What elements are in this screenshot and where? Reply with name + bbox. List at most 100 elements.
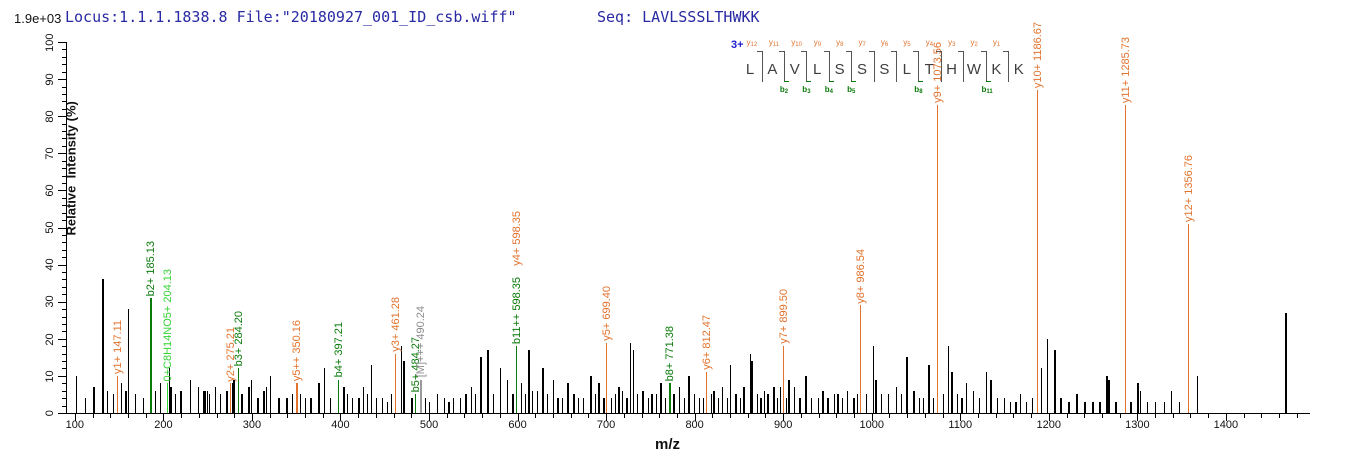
b-ion-hook (806, 81, 812, 82)
peak (512, 394, 514, 413)
peak (810, 398, 813, 413)
y-minor-tick (62, 316, 66, 318)
x-tick-label: 1400 (1213, 419, 1239, 431)
peak (266, 387, 268, 413)
x-tick-label: 800 (685, 419, 704, 431)
x-minor-tick (1013, 414, 1015, 418)
peak (776, 398, 779, 413)
peak (521, 383, 523, 413)
y-tick-label: 20 (44, 332, 56, 345)
peak (241, 394, 243, 413)
peak (1137, 383, 1139, 413)
annotated-peak-y10+ (1037, 90, 1039, 413)
x-major-tick (871, 414, 873, 421)
x-tick-label: 700 (596, 419, 616, 431)
peak (837, 394, 839, 413)
y-tick-label: 70 (44, 147, 56, 160)
peak (84, 398, 86, 413)
peak (594, 394, 596, 413)
y-minor-tick (62, 56, 66, 58)
peak (1076, 394, 1078, 413)
peak-label: b4+ 397.21 (333, 322, 345, 378)
peak-label: 0+C8H14NO5+ 204.13 (162, 268, 175, 382)
y-major-tick (58, 116, 66, 118)
annotated-peak-y9+ (936, 105, 939, 413)
peak (603, 398, 605, 413)
peak (978, 398, 981, 413)
peak (965, 383, 967, 413)
x-major-tick (694, 414, 696, 421)
peak (174, 394, 177, 413)
x-tick-label: 200 (154, 419, 173, 431)
y-major-tick (58, 153, 66, 155)
y-minor-tick (62, 131, 66, 133)
y-ion-marker: y11 (768, 38, 780, 48)
peak (622, 390, 624, 413)
peak (1003, 398, 1006, 413)
peak (856, 394, 859, 413)
y-minor-tick (62, 182, 66, 184)
x-minor-tick (499, 414, 501, 418)
peak (610, 398, 612, 413)
y-tick-label: 0 (44, 409, 56, 417)
annotated-peak-b4+ (338, 379, 340, 413)
y-minor-tick (62, 220, 66, 222)
y-ion-hook (913, 51, 919, 52)
x-minor-tick (818, 414, 820, 418)
peak (618, 387, 620, 413)
y-minor-tick (62, 197, 66, 199)
x-minor-tick (145, 414, 147, 418)
peak (1068, 401, 1070, 413)
peak (231, 383, 233, 413)
x-major-tick (1048, 414, 1050, 421)
peak (370, 364, 372, 413)
peak-label: y4+ 598.35 (511, 211, 524, 266)
fragment-divider (873, 51, 875, 82)
b-ion-marker: b4 (824, 85, 833, 95)
peak (226, 390, 228, 413)
peak (465, 394, 467, 413)
y-ion-hook (778, 51, 784, 52)
peak (329, 398, 332, 413)
peak (928, 364, 930, 413)
peak (841, 398, 843, 413)
y-major-tick (58, 42, 66, 43)
x-minor-tick (446, 414, 448, 418)
fragment-divider (806, 51, 808, 82)
fragment-divider (940, 51, 942, 82)
peak (452, 398, 455, 413)
peak (688, 375, 690, 413)
peak (961, 398, 963, 413)
peak (853, 398, 855, 413)
peak (1015, 401, 1017, 413)
peak (833, 394, 836, 413)
y-ion-hook (801, 51, 807, 52)
peak (208, 394, 210, 413)
y-ion-marker: y3 (948, 38, 956, 48)
x-tick-label: 400 (331, 419, 350, 431)
x-minor-tick (1190, 414, 1192, 418)
y-major-tick (58, 338, 66, 340)
peak (386, 401, 388, 413)
peak (614, 394, 617, 413)
fragment-divider (895, 51, 897, 82)
x-minor-tick (234, 414, 236, 418)
peak-label: b8+ 771.38 (664, 325, 677, 382)
peak (1031, 398, 1034, 413)
peak (143, 398, 145, 413)
y-tick-label: 40 (44, 258, 56, 271)
y-ion-hook (846, 51, 852, 52)
peak (735, 394, 737, 413)
x-minor-tick (181, 414, 183, 418)
peak (93, 387, 95, 413)
peak-label: y5++ 350.16 (291, 320, 304, 382)
x-minor-tick (730, 414, 732, 418)
peak (651, 394, 653, 413)
peak (756, 394, 758, 413)
x-minor-tick (676, 414, 678, 418)
annotated-peak-y6+ (705, 372, 708, 413)
peak (75, 375, 78, 413)
peak (475, 394, 477, 413)
peak (448, 401, 450, 413)
x-minor-tick (1261, 414, 1263, 418)
